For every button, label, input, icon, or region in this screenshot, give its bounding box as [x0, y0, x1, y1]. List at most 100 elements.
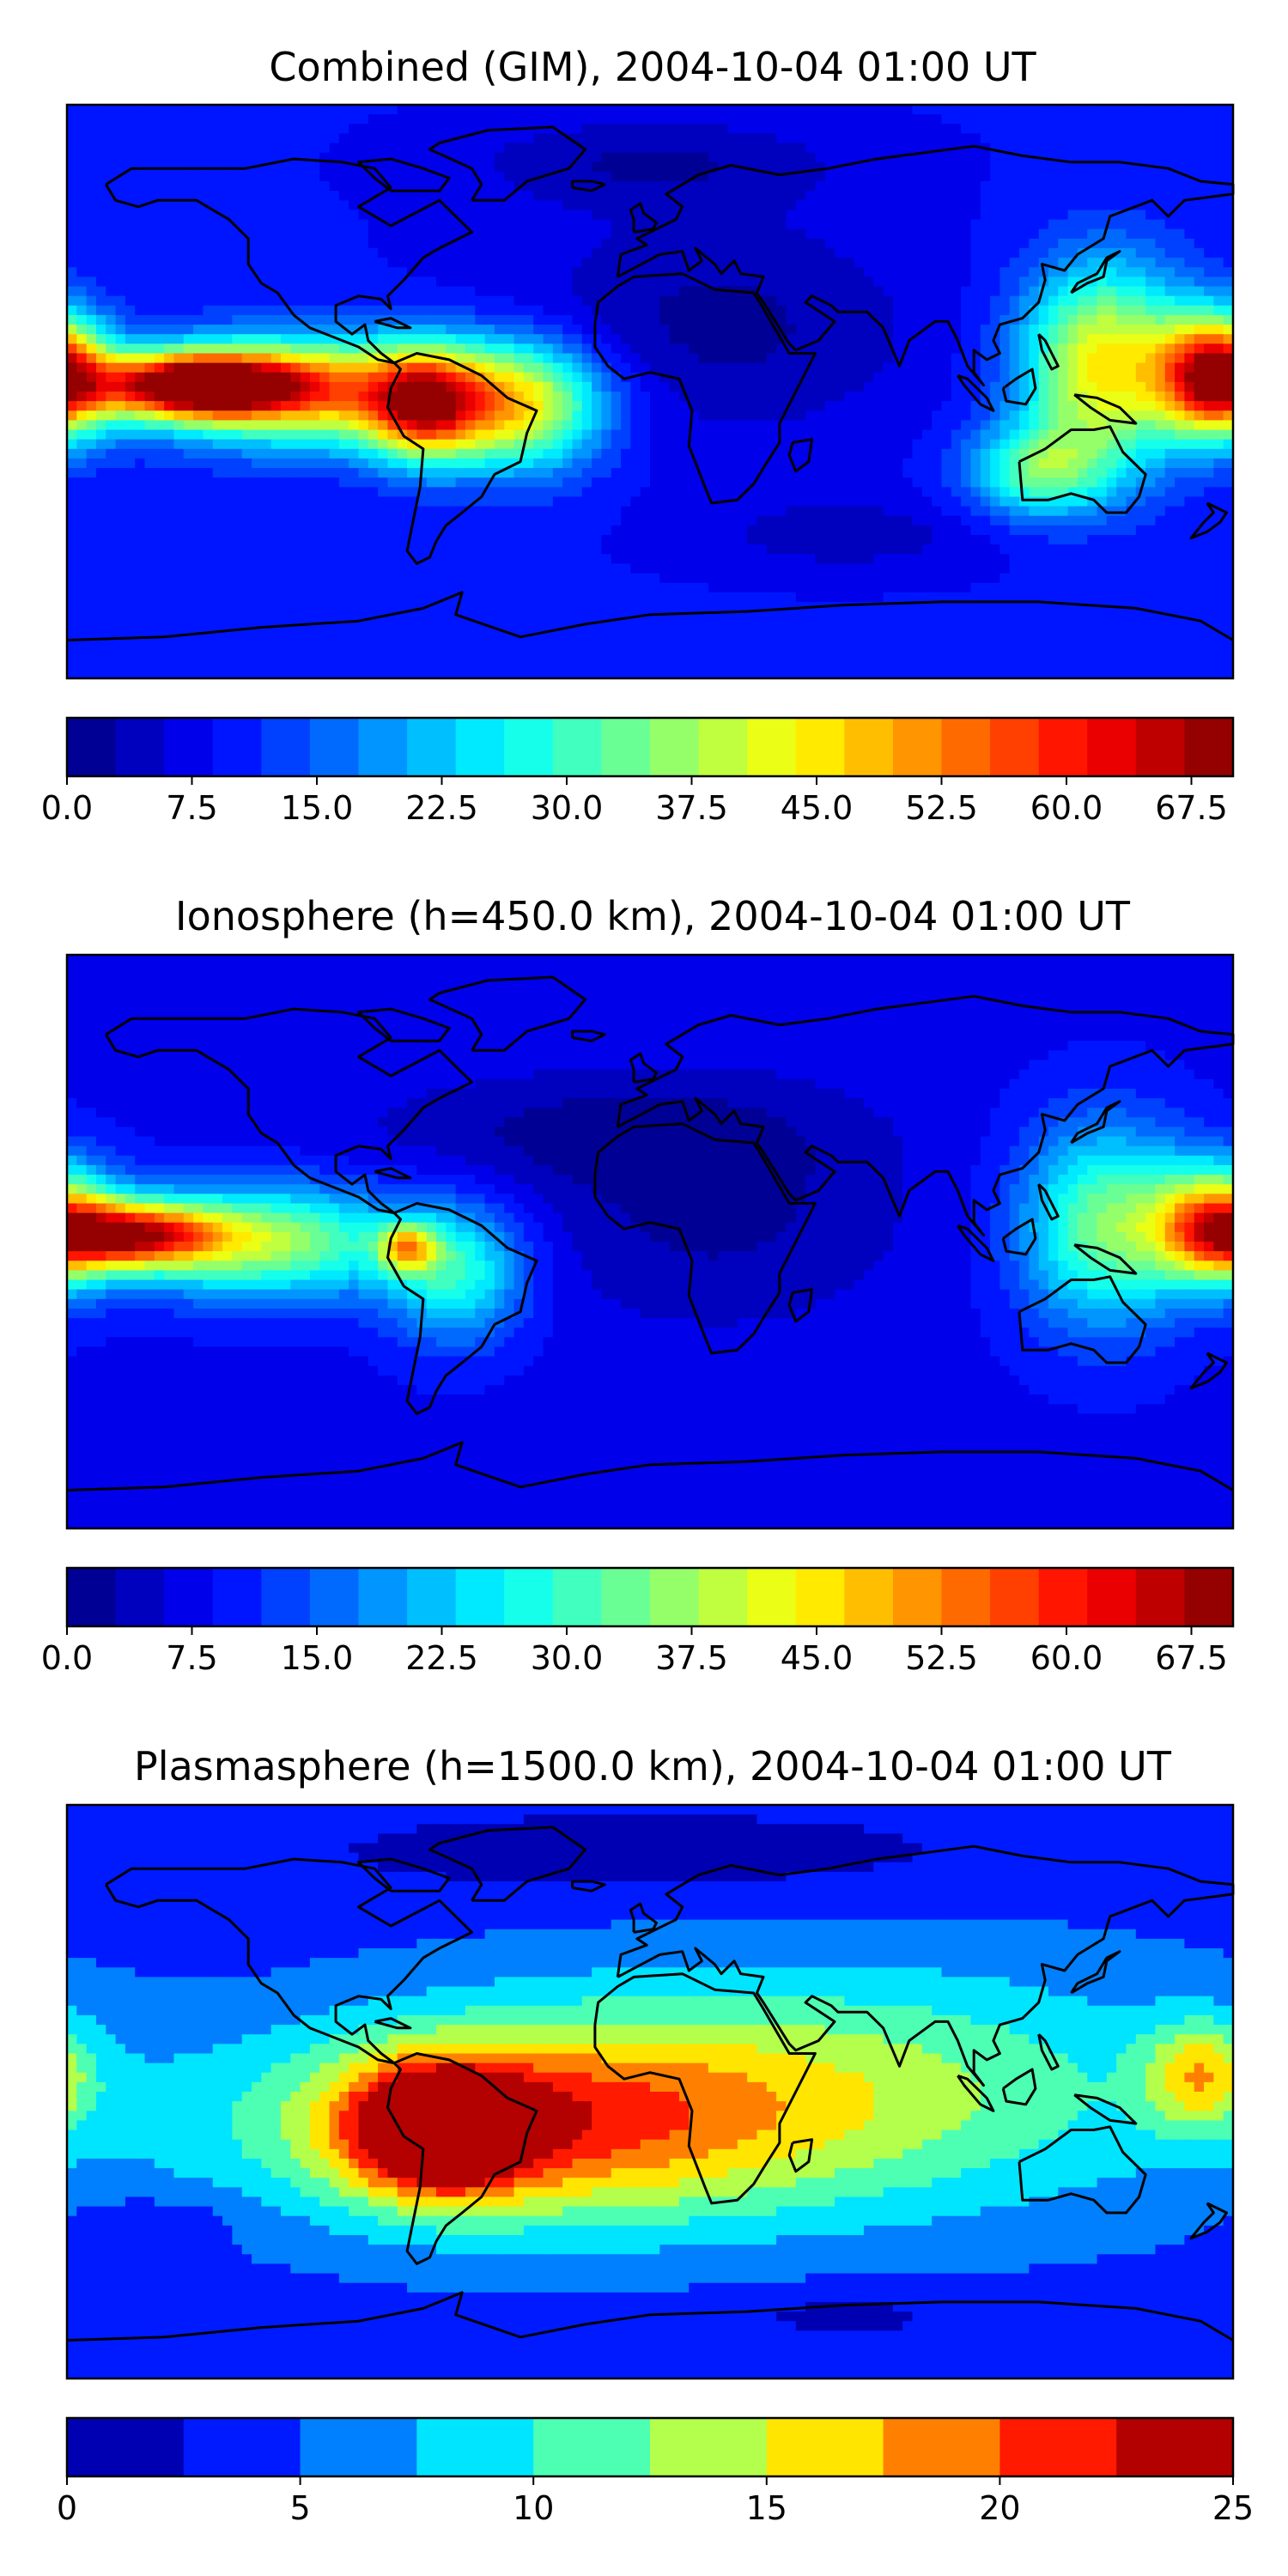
field-cell — [232, 295, 243, 307]
field-cell — [484, 305, 495, 316]
field-cell — [650, 161, 660, 173]
field-cell — [241, 429, 252, 440]
field-cell — [1106, 410, 1117, 421]
field-cell — [436, 210, 447, 221]
field-cell — [378, 325, 389, 335]
field-cell — [193, 114, 204, 125]
field-cell — [378, 219, 389, 230]
field-cell — [1106, 248, 1117, 258]
field-cell — [951, 267, 962, 277]
field-cell — [552, 410, 563, 421]
field-cell — [1204, 228, 1214, 240]
field-cell — [426, 353, 437, 364]
field-cell — [164, 410, 175, 421]
field-cell — [513, 496, 525, 507]
field-cell — [280, 181, 291, 191]
field-cell — [1067, 267, 1078, 277]
field-cell — [718, 448, 729, 459]
field-cell — [572, 314, 583, 325]
field-cell — [407, 448, 417, 459]
field-cell — [611, 258, 622, 268]
field-cell — [203, 468, 214, 478]
field-cell — [630, 105, 641, 115]
field-cell — [222, 487, 233, 498]
field-cell — [76, 458, 88, 469]
field-cell — [319, 392, 331, 402]
field-cell — [961, 429, 972, 440]
field-cell — [1126, 143, 1137, 154]
field-cell — [552, 191, 563, 201]
field-cell — [95, 496, 106, 507]
field-cell — [193, 439, 204, 450]
field-cell — [349, 468, 360, 478]
field-cell — [125, 219, 136, 230]
field-cell — [135, 429, 146, 440]
field-cell — [601, 448, 612, 459]
field-cell — [338, 133, 349, 144]
field-cell — [1175, 420, 1186, 431]
field-cell — [125, 228, 136, 240]
field-cell — [125, 314, 136, 325]
field-cell — [1213, 362, 1224, 374]
field-cell — [513, 200, 525, 211]
field-cell — [125, 161, 136, 173]
field-cell — [708, 152, 719, 163]
field-cell — [261, 181, 272, 191]
field-cell — [115, 152, 126, 163]
field-cell — [718, 181, 729, 191]
field-cell — [747, 210, 758, 221]
field-cell — [776, 295, 787, 307]
field-cell — [241, 191, 252, 201]
field-cell — [203, 114, 214, 125]
field-cell — [835, 353, 845, 364]
field-cell — [349, 276, 360, 288]
field-cell — [261, 161, 272, 173]
field-cell — [552, 392, 563, 402]
field-cell — [183, 448, 194, 459]
field-cell — [1019, 401, 1030, 411]
field-cell — [689, 219, 700, 230]
field-cell — [1067, 161, 1078, 173]
field-cell — [1029, 334, 1040, 344]
field-cell — [329, 305, 340, 316]
field-cell — [329, 200, 340, 211]
field-cell — [912, 133, 923, 144]
field-cell — [1184, 248, 1195, 258]
field-cell — [338, 228, 349, 240]
field-cell — [484, 219, 495, 230]
field-cell — [523, 343, 534, 355]
field-cell — [1087, 267, 1098, 277]
field-cell — [941, 286, 952, 297]
field-cell — [1126, 181, 1137, 191]
field-cell — [154, 392, 165, 402]
field-cell — [193, 181, 204, 191]
field-cell — [1106, 181, 1117, 191]
field-cell — [1106, 267, 1117, 277]
field-cell — [378, 238, 389, 249]
field-cell — [630, 191, 641, 201]
field-cell — [1155, 171, 1166, 182]
field-cell — [912, 276, 923, 288]
field-cell — [1184, 152, 1195, 163]
field-cell — [941, 143, 952, 154]
field-cell — [766, 392, 777, 402]
field-cell — [1213, 238, 1224, 249]
field-cell — [484, 429, 495, 440]
field-cell — [115, 420, 126, 431]
field-cell — [504, 276, 515, 288]
field-cell — [951, 325, 962, 335]
field-cell — [844, 295, 855, 307]
field-cell — [961, 410, 972, 421]
field-cell — [270, 496, 282, 507]
field-cell — [144, 210, 155, 221]
field-cell — [921, 228, 933, 240]
field-cell — [494, 105, 505, 115]
field-cell — [737, 276, 748, 288]
field-cell — [1145, 258, 1157, 268]
field-cell — [592, 420, 603, 431]
field-cell — [300, 286, 311, 297]
field-cell — [1077, 124, 1088, 134]
field-cell — [621, 353, 631, 364]
field-cell — [863, 267, 874, 277]
field-cell — [436, 477, 447, 488]
